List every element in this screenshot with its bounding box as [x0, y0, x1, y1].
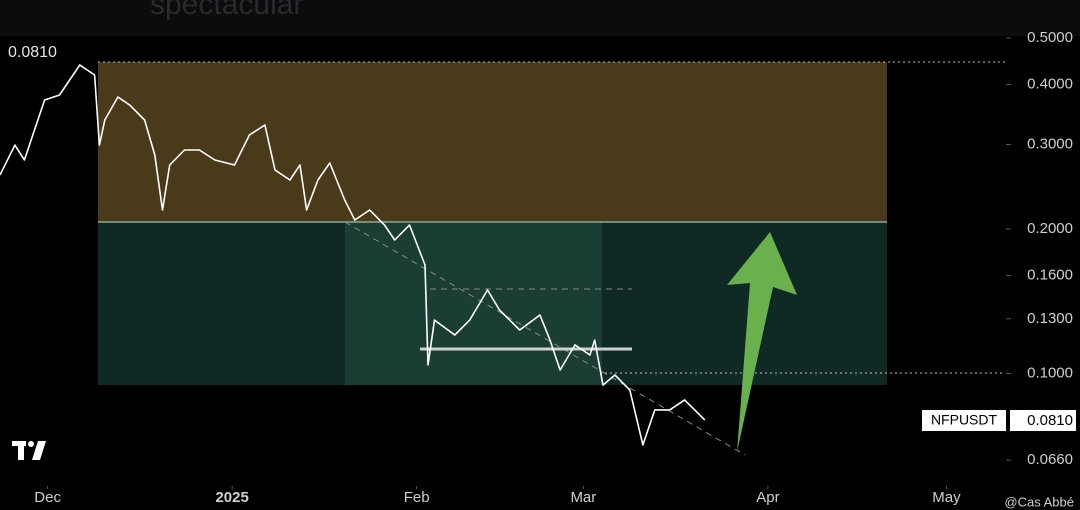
price-box: [1010, 410, 1076, 431]
y-tick-label: 0.2000: [1027, 220, 1073, 237]
logo-part: [32, 441, 46, 460]
last-price: 0.0810: [1027, 412, 1073, 429]
price-line: [0, 64, 706, 446]
symbol-box: [922, 410, 1006, 431]
y-tick-label: 0.4000: [1027, 75, 1073, 92]
plot: [0, 64, 706, 446]
high-label: 0.0810: [8, 44, 57, 61]
watermark: @Cas Abbé: [1004, 494, 1074, 509]
highlight-zone: [345, 222, 602, 385]
x-tick-label: Mar: [570, 489, 596, 506]
header-strip: [0, 0, 1080, 36]
symbol-label: NFPUSDT: [931, 412, 998, 428]
trend-line: [344, 221, 746, 456]
tv-logo: [12, 441, 46, 460]
y-tick-label: 0.0660: [1027, 451, 1073, 468]
x-tick-label: Dec: [34, 489, 61, 506]
up-arrow: [727, 232, 797, 452]
x-tick-label: May: [932, 489, 961, 506]
y-tick-label: 0.5000: [1027, 29, 1073, 46]
x-tick-label: Apr: [756, 489, 779, 506]
logo-part: [28, 441, 34, 447]
headline: spectacular: [150, 0, 303, 21]
y-tick-label: 0.1000: [1027, 364, 1073, 381]
y-tick-label: 0.1300: [1027, 310, 1073, 327]
supply-zone: [98, 62, 887, 222]
x-tick-label: Feb: [404, 489, 430, 506]
logo-part: [18, 441, 24, 460]
x-tick-label: 2025: [215, 489, 248, 506]
y-tick-label: 0.1600: [1027, 267, 1073, 284]
y-tick-label: 0.3000: [1027, 135, 1073, 152]
